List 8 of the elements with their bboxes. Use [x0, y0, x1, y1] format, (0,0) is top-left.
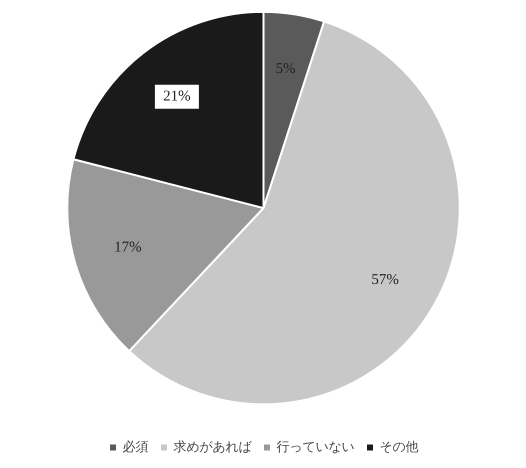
data-label: 5% — [276, 60, 296, 77]
data-label: 21% — [163, 88, 191, 105]
data-label: 57% — [371, 272, 399, 288]
data-label: 17% — [114, 239, 142, 256]
legend-label: 求めがあれば — [174, 439, 252, 456]
legend-label: 行っていない — [276, 439, 354, 456]
legend-label: 必須 — [122, 439, 148, 456]
legend-label: その他 — [380, 439, 418, 456]
